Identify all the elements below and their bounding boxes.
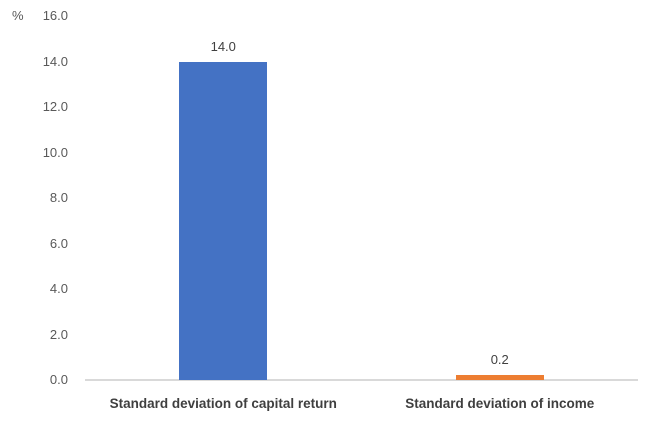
- data-label: 14.0: [210, 38, 236, 54]
- x-axis-line: [85, 379, 638, 381]
- y-axis-tick-label: 8.0: [49, 190, 68, 205]
- bar-income: [455, 375, 544, 380]
- data-label: 0.2: [490, 352, 509, 368]
- category-label: Standard deviation of income: [405, 396, 595, 411]
- bar-capital-return: [179, 61, 268, 380]
- y-axis-tick-label: 6.0: [49, 235, 68, 251]
- y-axis-tick-label: 0.0: [49, 372, 68, 387]
- y-axis-tick-label: 12.0: [42, 99, 68, 114]
- y-axis-tick-label: 16.0: [42, 8, 68, 23]
- y-axis-tick-label: 4.0: [49, 281, 68, 296]
- y-axis-tick-label: 2.0: [49, 326, 68, 342]
- y-axis-tick-label: 14.0: [42, 53, 68, 69]
- category-label: Standard deviation of capital return: [109, 396, 337, 411]
- y-axis-unit-label: %: [12, 8, 24, 23]
- y-axis-tick-label: 10.0: [42, 144, 68, 160]
